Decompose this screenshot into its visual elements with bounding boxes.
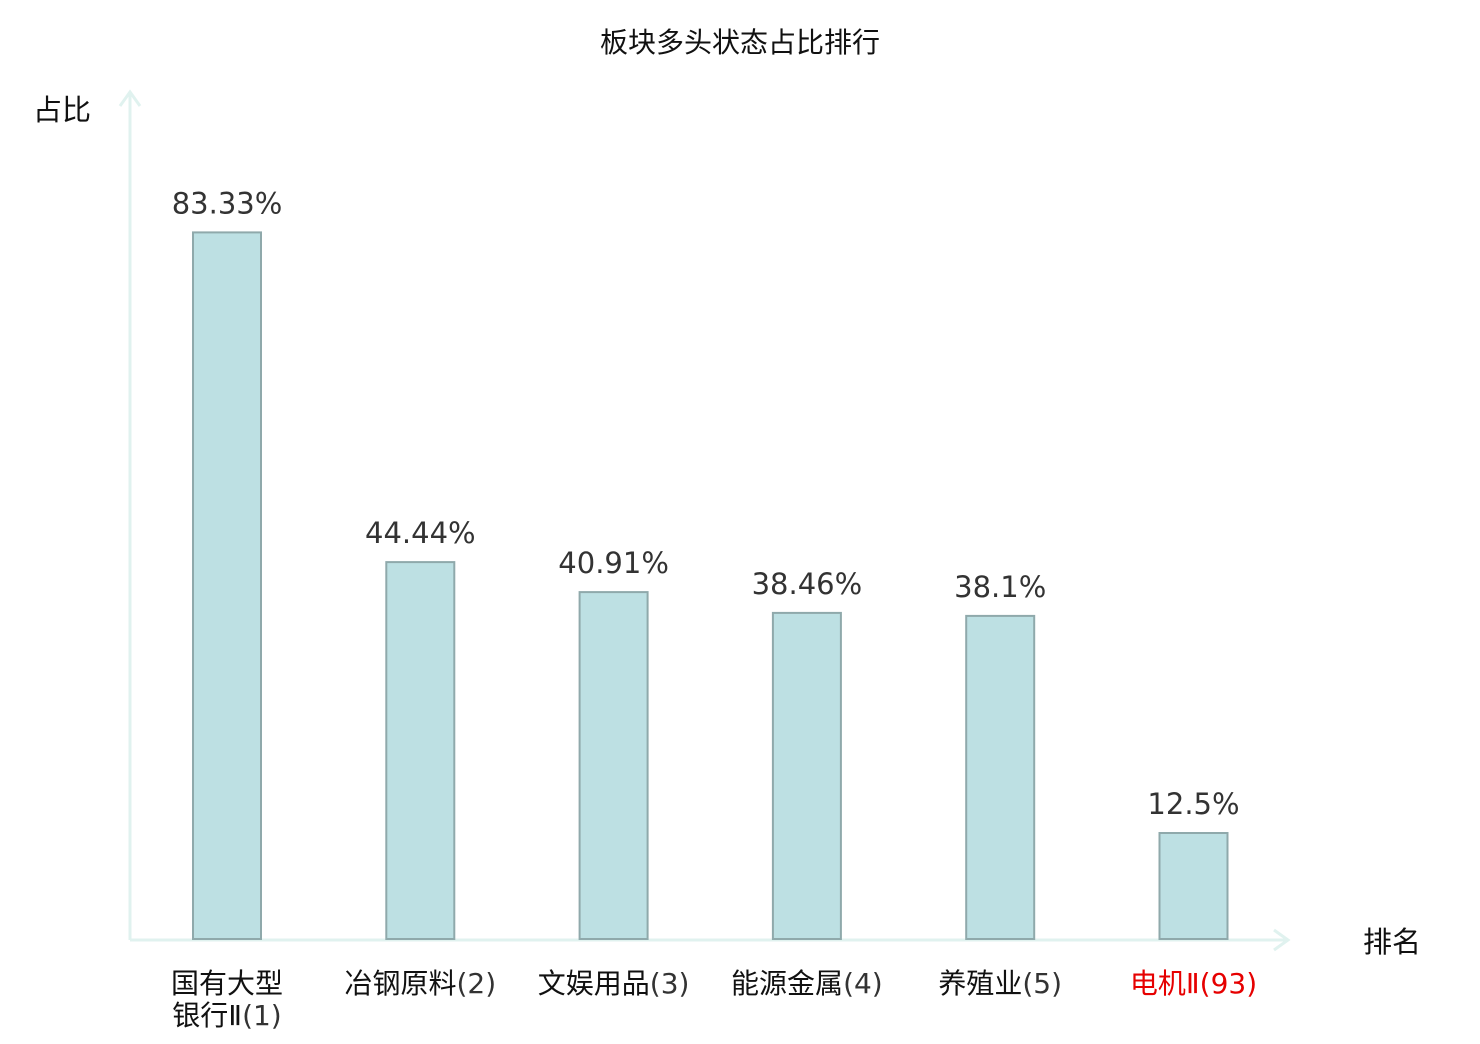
bar: [965, 614, 1036, 941]
x-tick-name: 冶钢原料: [344, 967, 456, 1000]
x-tick-label: 国有大型: [171, 967, 283, 1000]
bars: [192, 231, 1229, 941]
bar: [192, 231, 262, 940]
bar-value-label: 44.44%: [365, 516, 476, 550]
x-tick-label: 银行Ⅱ(1): [172, 999, 281, 1032]
x-tick-rank: (93): [1200, 967, 1257, 1000]
bar-value-label: 83.33%: [172, 186, 283, 220]
x-tick-rank: (5): [1022, 967, 1062, 1000]
x-tick-label: 冶钢原料(2): [344, 967, 496, 1000]
x-tick-label: 文娱用品(3): [538, 967, 690, 1000]
bar-value-label: 38.1%: [954, 570, 1046, 604]
value-labels: 83.33% 44.44% 40.91% 38.46% 38.1% 12.5%: [172, 186, 1240, 821]
x-axis: [130, 928, 1291, 952]
y-axis-label: 占比: [33, 93, 91, 127]
x-tick-name: 电机Ⅱ: [1130, 967, 1200, 1000]
bar: [385, 561, 456, 940]
x-tick-name: 养殖业: [938, 967, 1022, 1000]
x-tick-label: 能源金属(4): [731, 967, 883, 1000]
x-tick-label: 养殖业(5): [938, 967, 1062, 1000]
x-tick-rank: (4): [843, 967, 883, 1000]
x-tick-name: 银行Ⅱ: [172, 999, 242, 1032]
x-tick-label: 电机Ⅱ(93): [1130, 967, 1257, 1000]
bar-value-label: 38.46%: [752, 567, 863, 601]
x-tick-rank: (3): [650, 967, 690, 1000]
y-axis-arrow: [118, 89, 142, 107]
y-axis: [118, 89, 142, 940]
bar: [771, 611, 842, 941]
bar-value-label: 40.91%: [558, 546, 669, 580]
x-tick-rank: (2): [456, 967, 496, 1000]
bar: [578, 591, 649, 940]
x-axis-label: 排名: [1363, 925, 1421, 959]
x-tick-rank: (1): [242, 999, 282, 1032]
x-tick-name: 文娱用品: [538, 967, 650, 1000]
x-axis-arrow: [1273, 928, 1291, 952]
bar-value-label: 12.5%: [1147, 787, 1239, 821]
x-tick-name: 能源金属: [731, 967, 843, 1000]
chart-title: 板块多头状态占比排行: [600, 26, 880, 59]
bar: [1158, 832, 1229, 940]
x-tick-name: 国有大型: [171, 967, 283, 1000]
